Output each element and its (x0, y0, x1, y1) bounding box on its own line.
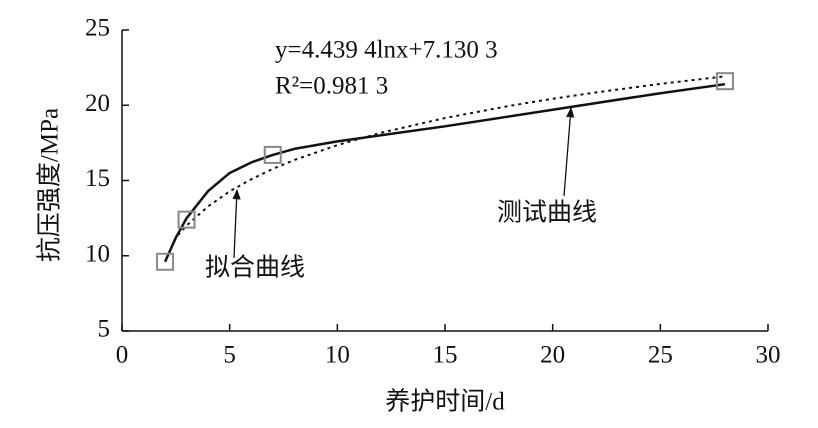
x-tick-label: 15 (433, 342, 458, 369)
y-tick-label: 20 (85, 90, 110, 117)
x-axis-label: 养护时间/d (385, 388, 505, 416)
x-tick-label: 10 (325, 342, 350, 369)
marker (177, 210, 196, 229)
equation: y=4.439 4lnx+7.130 3 (275, 37, 498, 64)
x-tick-label: 0 (116, 342, 129, 369)
y-tick-label: 25 (85, 15, 110, 42)
series-line (177, 75, 726, 236)
x-tick-label: 5 (223, 342, 236, 369)
y-tick-label: 10 (85, 240, 110, 267)
arrow (563, 106, 575, 197)
y-axis-label: 抗压强度/MPa (36, 108, 64, 262)
r-squared: R²=0.981 3 (275, 73, 388, 100)
x-tick-label: 20 (540, 342, 565, 369)
marker (156, 252, 175, 271)
series-label: 测试曲线 (497, 199, 597, 227)
marker (715, 72, 734, 91)
marker (263, 145, 282, 164)
series-line (163, 82, 726, 263)
arrow (232, 188, 241, 259)
x-tick-label: 30 (756, 342, 781, 369)
x-tick-label: 25 (648, 342, 673, 369)
series-label: 拟合曲线 (205, 254, 305, 282)
y-tick-label: 15 (85, 165, 110, 192)
y-tick-label: 5 (98, 316, 111, 343)
